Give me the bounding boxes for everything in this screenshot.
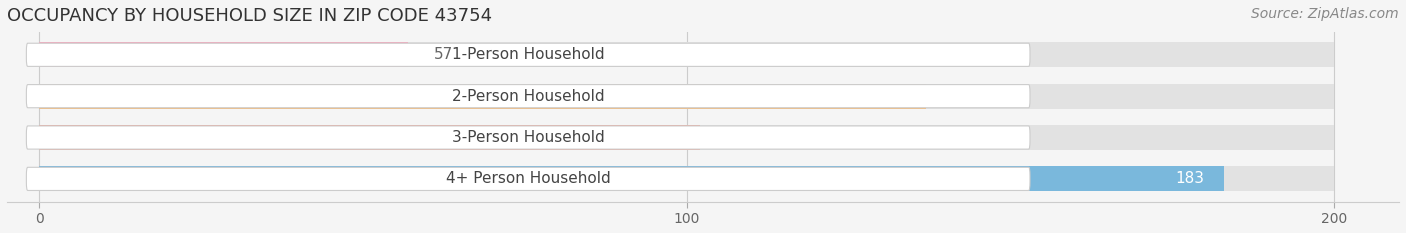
FancyBboxPatch shape <box>27 126 1031 149</box>
Bar <box>39 42 1334 67</box>
Bar <box>39 125 700 150</box>
FancyBboxPatch shape <box>27 167 1031 190</box>
Text: 3-Person Household: 3-Person Household <box>451 130 605 145</box>
Text: 4+ Person Household: 4+ Person Household <box>446 171 610 186</box>
Text: 2-Person Household: 2-Person Household <box>451 89 605 104</box>
Text: 57: 57 <box>434 47 454 62</box>
Text: 183: 183 <box>1175 171 1205 186</box>
Text: OCCUPANCY BY HOUSEHOLD SIZE IN ZIP CODE 43754: OCCUPANCY BY HOUSEHOLD SIZE IN ZIP CODE … <box>7 7 492 25</box>
Text: 137: 137 <box>877 89 907 104</box>
FancyBboxPatch shape <box>27 43 1031 66</box>
Text: 102: 102 <box>651 130 681 145</box>
Text: 1-Person Household: 1-Person Household <box>451 47 605 62</box>
Bar <box>39 167 1225 191</box>
Bar <box>39 125 1334 150</box>
Bar <box>39 84 927 109</box>
Bar <box>39 167 1334 191</box>
Bar <box>39 42 408 67</box>
FancyBboxPatch shape <box>27 85 1031 108</box>
Bar <box>39 84 1334 109</box>
Text: Source: ZipAtlas.com: Source: ZipAtlas.com <box>1251 7 1399 21</box>
